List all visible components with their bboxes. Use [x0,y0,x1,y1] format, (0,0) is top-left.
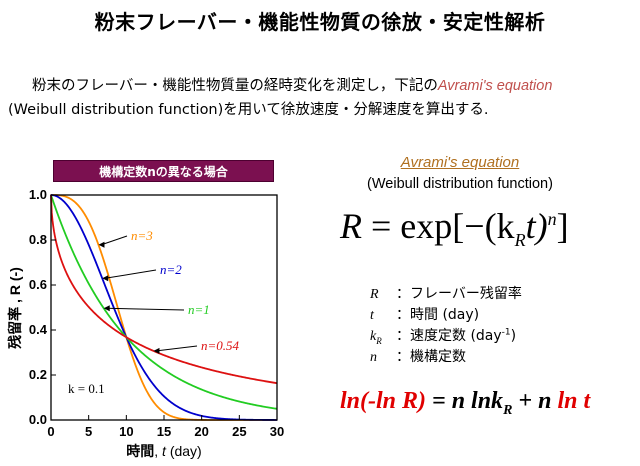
annotation-arrowhead [103,305,110,312]
x-axis-label-main: 時間 [126,443,154,459]
intro-line-2: (Weibull distribution function)を用いて徐放速度・… [8,102,489,118]
x-tick-label: 5 [85,424,92,439]
x-tick-label: 15 [157,424,171,439]
chart-annotations: n=3 n=2 n=1 n=0.54 [98,228,240,354]
x-tick-label: 10 [119,424,133,439]
y-tick-label: 0.0 [29,412,47,427]
series-label-n=3: n=3 [131,228,153,243]
legend-k: kR ：速度定数 (day-1) [370,327,517,346]
series-line-n=0.54 [50,194,278,385]
legend-r: R ：フレーバー残留率 [370,286,522,302]
eq-mid: = exp[−(k [362,206,515,246]
lin-eq-lnt: ln t [557,388,591,414]
page-title: 粉末フレーバー・機能性物質の徐放・安定性解析 [94,10,546,34]
annotation-leader [105,269,157,279]
intro-equation-name: Avrami's equation [437,78,553,94]
x-tick-label: 25 [232,424,246,439]
y-tick-label: 0.2 [29,367,47,382]
x-tick-label: 30 [270,424,284,439]
eq-lhs: R [340,206,362,246]
y-tick-label: 0.6 [29,277,47,292]
k-annotation: k = 0.1 [68,381,105,396]
y-tick-label: 0.4 [29,322,48,337]
chart-ticks: 0 5 10 15 20 25 30 0.0 0.2 0.4 0.6 0.8 1.0 [29,187,284,439]
eq-close: ] [556,206,569,246]
eq-t: t) [525,206,548,246]
eq-sup-n: n [547,209,557,229]
x-axis-label-var: t [162,443,167,459]
linearized-equation: ln(-ln R) = n lnkR + n ln t [340,388,590,419]
annotation-arrowhead [153,347,160,354]
y-axis-label: 残留率 , R (-) [7,267,23,349]
lin-eq-mid: = n lnk [426,388,504,414]
x-axis-label: 時間, t (day) [126,443,201,459]
intro-line-1: 粉末のフレーバー・機能性物質量の経時変化を測定し，下記のAvrami's equ… [32,74,552,95]
annotation-leader [156,345,198,352]
lin-eq-lhs: ln(-ln R) [340,388,427,414]
series-label-n=0.54: n=0.54 [201,338,240,353]
annotation-leader [101,235,128,246]
x-tick-label: 0 [47,424,54,439]
annotation-arrowhead [98,241,105,248]
x-axis-label-unit: (day) [166,443,202,459]
lin-eq-sub: R [503,402,513,418]
series-label-n=1: n=1 [188,302,210,317]
equation-name: Avrami's equation [400,154,520,171]
lin-eq-mid2: + n [512,388,558,414]
annotation-leader [106,307,185,311]
chart-banner: 機構定数nの異なる場合 [53,160,274,182]
y-tick-label: 0.8 [29,232,47,247]
series-line-n=1 [50,194,278,410]
intro-text: 粉末のフレーバー・機能性物質量の経時変化を測定し，下記の [32,78,438,94]
decay-chart: 0 5 10 15 20 25 30 0.0 0.2 0.4 0.6 0.8 1.0 n=3 n=2 n=1… [7,187,284,459]
legend-t: t ：時間 (day) [370,307,480,323]
y-tick-label: 1.0 [29,187,47,202]
series-label-n=2: n=2 [160,262,182,277]
legend-n: n ：機構定数 [370,349,466,365]
x-tick-label: 20 [194,424,208,439]
equation-subtitle: (Weibull distribution function) [367,176,553,192]
avrami-equation: R = exp[−(kRt)n] [340,205,569,251]
eq-sub-r: R [514,230,526,251]
annotation-arrowhead [102,275,109,282]
